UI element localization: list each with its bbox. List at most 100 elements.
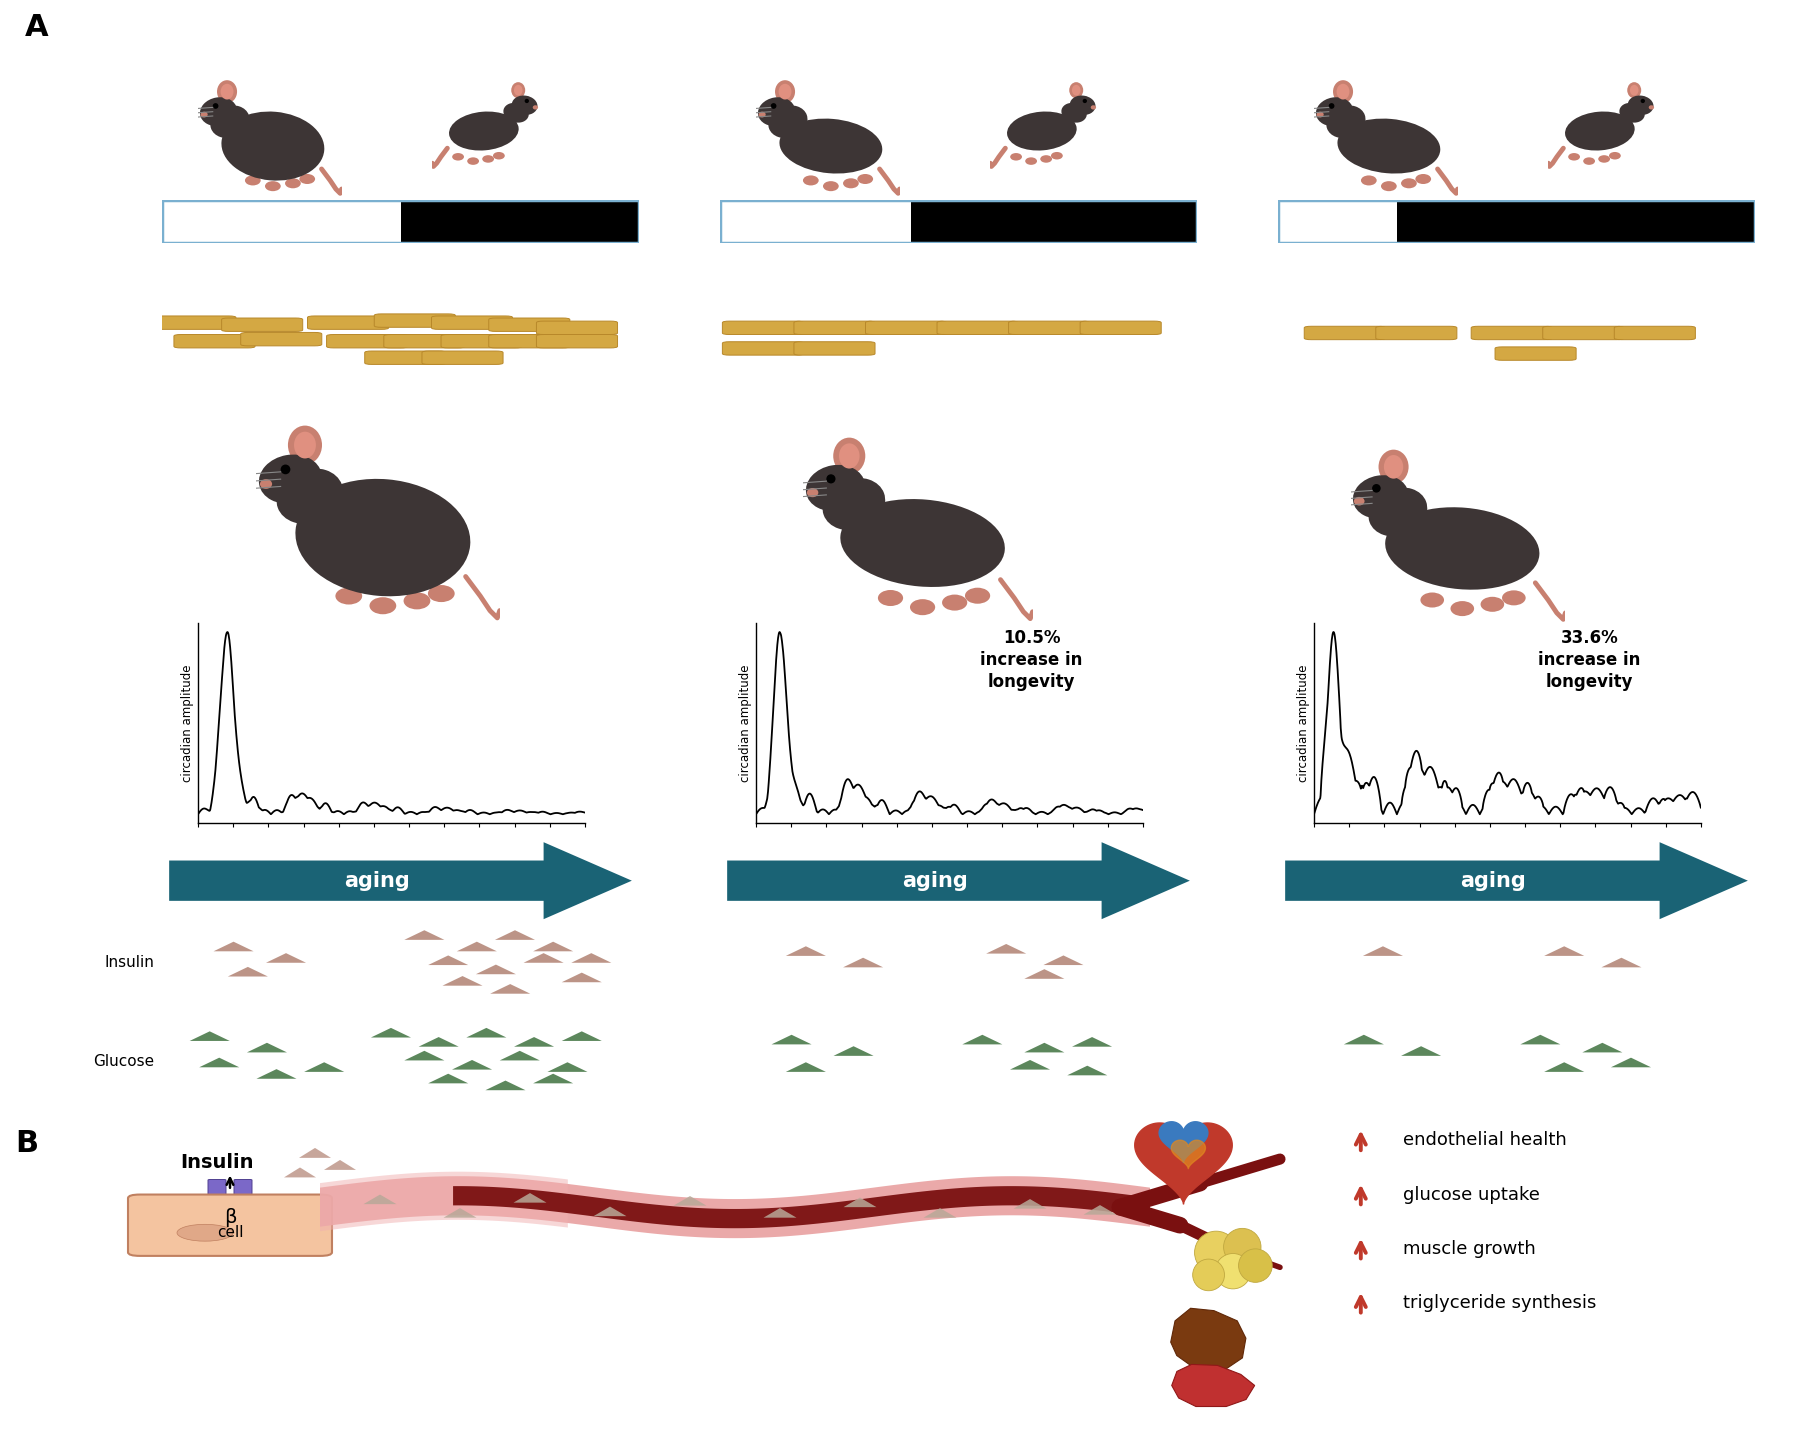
Ellipse shape	[1627, 82, 1642, 99]
Text: muscle growth: muscle growth	[1402, 1240, 1535, 1257]
Polygon shape	[1013, 1199, 1046, 1209]
Ellipse shape	[1069, 82, 1084, 99]
Polygon shape	[594, 1207, 626, 1216]
Polygon shape	[256, 1070, 297, 1078]
FancyBboxPatch shape	[308, 316, 389, 329]
Circle shape	[1372, 484, 1381, 493]
Polygon shape	[1172, 1365, 1255, 1406]
Polygon shape	[787, 947, 826, 957]
Ellipse shape	[511, 96, 538, 115]
Polygon shape	[1363, 947, 1402, 957]
Polygon shape	[1010, 1060, 1049, 1070]
Ellipse shape	[806, 465, 866, 511]
Ellipse shape	[1481, 597, 1505, 611]
Ellipse shape	[842, 178, 859, 188]
Ellipse shape	[1415, 173, 1431, 183]
Ellipse shape	[369, 597, 396, 614]
Text: aging: aging	[902, 871, 968, 891]
Polygon shape	[284, 1167, 317, 1177]
FancyBboxPatch shape	[326, 335, 407, 348]
Polygon shape	[486, 1081, 526, 1090]
Ellipse shape	[200, 97, 238, 126]
Ellipse shape	[504, 103, 529, 123]
Polygon shape	[1170, 1309, 1246, 1372]
Ellipse shape	[299, 173, 315, 183]
Ellipse shape	[1420, 593, 1444, 607]
Polygon shape	[452, 1060, 491, 1070]
Polygon shape	[466, 1028, 506, 1038]
Ellipse shape	[1091, 106, 1096, 110]
Polygon shape	[515, 1037, 554, 1047]
FancyBboxPatch shape	[221, 318, 302, 331]
Polygon shape	[1172, 1140, 1206, 1169]
Polygon shape	[1400, 1047, 1442, 1055]
FancyBboxPatch shape	[536, 321, 617, 335]
Ellipse shape	[1354, 475, 1408, 518]
Polygon shape	[304, 1063, 344, 1073]
Polygon shape	[419, 1037, 459, 1047]
Circle shape	[1224, 1229, 1262, 1266]
Ellipse shape	[806, 488, 819, 497]
FancyBboxPatch shape	[175, 335, 256, 348]
Ellipse shape	[1501, 590, 1526, 606]
Ellipse shape	[1051, 152, 1062, 159]
Ellipse shape	[803, 175, 819, 185]
Polygon shape	[673, 1196, 706, 1206]
Polygon shape	[923, 1209, 956, 1217]
FancyBboxPatch shape	[241, 332, 322, 347]
Y-axis label: circadian amplitude: circadian amplitude	[738, 664, 752, 782]
Ellipse shape	[293, 431, 317, 458]
Ellipse shape	[1316, 112, 1323, 117]
Polygon shape	[320, 1171, 567, 1232]
Ellipse shape	[823, 180, 839, 190]
Ellipse shape	[1386, 507, 1539, 590]
Ellipse shape	[965, 587, 990, 604]
Polygon shape	[428, 1074, 468, 1084]
FancyBboxPatch shape	[1008, 321, 1089, 335]
Bar	[400, 200, 639, 243]
Text: Insulin: Insulin	[104, 955, 155, 969]
Bar	[1278, 200, 1397, 243]
Text: endothelial health: endothelial health	[1402, 1131, 1566, 1150]
Polygon shape	[490, 984, 531, 994]
Circle shape	[524, 99, 529, 103]
Ellipse shape	[1062, 103, 1087, 123]
FancyBboxPatch shape	[234, 1180, 252, 1197]
Circle shape	[1215, 1253, 1251, 1289]
Polygon shape	[169, 842, 632, 919]
Ellipse shape	[1609, 152, 1620, 159]
Circle shape	[281, 464, 290, 474]
Polygon shape	[1044, 955, 1084, 965]
Polygon shape	[214, 942, 254, 951]
Ellipse shape	[1584, 158, 1595, 165]
Polygon shape	[562, 1031, 601, 1041]
Ellipse shape	[776, 80, 796, 103]
FancyBboxPatch shape	[794, 321, 875, 335]
FancyBboxPatch shape	[383, 335, 464, 348]
Ellipse shape	[533, 106, 538, 110]
Ellipse shape	[482, 155, 493, 163]
FancyBboxPatch shape	[1543, 326, 1624, 339]
Text: aging: aging	[1460, 871, 1526, 891]
Text: cell: cell	[216, 1226, 243, 1240]
Ellipse shape	[941, 594, 967, 610]
Text: triglyceride synthesis: triglyceride synthesis	[1402, 1293, 1597, 1312]
Ellipse shape	[428, 586, 455, 601]
Bar	[911, 200, 1197, 243]
FancyBboxPatch shape	[155, 316, 236, 329]
Polygon shape	[1134, 1123, 1233, 1204]
FancyBboxPatch shape	[1305, 326, 1386, 339]
Ellipse shape	[1006, 112, 1076, 150]
Ellipse shape	[403, 593, 430, 610]
Polygon shape	[533, 1074, 572, 1084]
Polygon shape	[1285, 842, 1748, 919]
Polygon shape	[320, 1176, 1150, 1239]
Ellipse shape	[515, 84, 522, 96]
Polygon shape	[1024, 969, 1064, 979]
FancyBboxPatch shape	[490, 318, 571, 331]
FancyBboxPatch shape	[365, 351, 446, 364]
Ellipse shape	[221, 112, 324, 180]
Bar	[720, 200, 911, 243]
Polygon shape	[371, 1028, 410, 1038]
Ellipse shape	[1026, 158, 1037, 165]
